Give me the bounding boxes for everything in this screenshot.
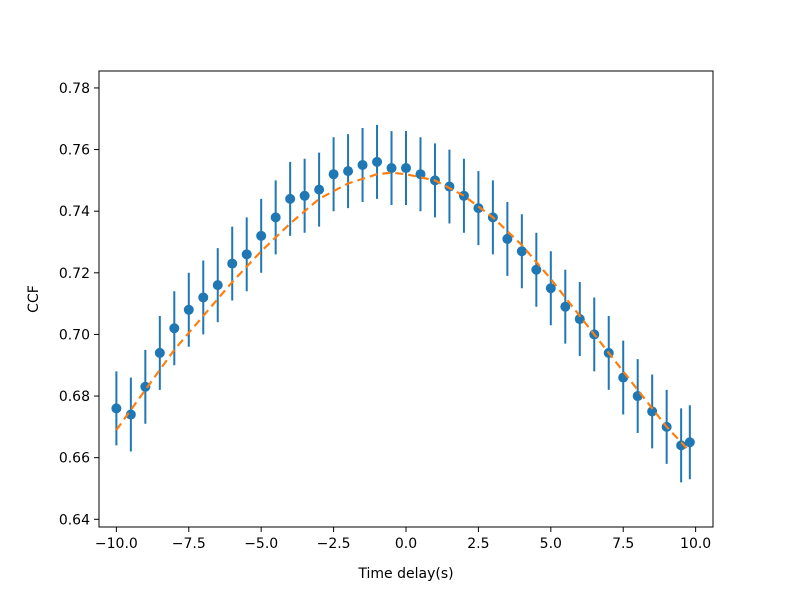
data-point	[125, 409, 136, 420]
data-point-group	[357, 128, 368, 202]
y-tick-label: 0.68	[59, 389, 90, 405]
data-point-group	[545, 251, 556, 326]
y-tick-label: 0.70	[59, 327, 90, 343]
data-point	[285, 193, 296, 204]
data-point-group	[125, 377, 136, 452]
data-point-group	[676, 408, 687, 483]
data-point-group	[299, 158, 310, 233]
data-point	[516, 246, 527, 257]
y-tick-label: 0.76	[59, 143, 90, 159]
data-point	[270, 212, 281, 223]
data-point	[183, 304, 194, 315]
data-point	[684, 437, 695, 448]
data-point	[357, 159, 368, 170]
data-point	[574, 314, 585, 325]
x-tick-label: 0.0	[395, 536, 417, 552]
data-point-group	[285, 161, 296, 236]
data-point	[531, 264, 542, 275]
data-point	[676, 440, 687, 451]
y-tick-label: 0.64	[59, 512, 90, 528]
x-tick-label: 2.5	[467, 536, 489, 552]
data-point-group	[227, 226, 238, 301]
data-point	[227, 258, 238, 269]
x-tick-label: 10.0	[680, 536, 711, 552]
data-point-group	[111, 371, 122, 446]
data-point-group	[401, 131, 411, 206]
data-point	[111, 403, 122, 414]
y-tick-label: 0.72	[59, 266, 90, 282]
data-point-group	[328, 137, 339, 212]
data-point	[502, 233, 513, 244]
data-point	[241, 249, 252, 260]
y-tick-label: 0.74	[59, 204, 90, 220]
data-point	[372, 156, 383, 167]
x-tick-label: 5.0	[540, 536, 562, 552]
fit-curve	[115, 171, 688, 450]
data-point-group	[386, 131, 397, 206]
data-point	[198, 292, 209, 303]
data-point	[140, 381, 151, 392]
x-tick-label: 7.5	[612, 536, 634, 552]
data-point-group	[343, 134, 354, 209]
y-axis-label: CCF	[26, 285, 42, 313]
data-point-group	[212, 248, 223, 323]
data-point	[328, 169, 339, 180]
data-point-group	[531, 232, 542, 307]
data-point	[560, 301, 571, 312]
data-point-group	[169, 291, 180, 366]
data-point	[314, 184, 325, 195]
data-point-group	[241, 217, 252, 292]
data-point	[545, 283, 556, 294]
x-tick-label: −7.5	[172, 536, 206, 552]
data-point-group	[154, 315, 165, 390]
data-point	[343, 166, 354, 177]
x-axis-label: Time delay(s)	[357, 566, 453, 582]
data-point-group	[256, 198, 267, 273]
data-point-group	[314, 152, 325, 227]
axes: −10.0 −7.5 −5.0 −2.5 0.0 2.5 5.0 7.5 10.0 0.64 0.6…	[59, 70, 714, 552]
data-point-group	[502, 201, 513, 276]
plot-content	[111, 124, 695, 483]
data-point-group	[140, 349, 151, 424]
y-tick-label: 0.78	[59, 81, 90, 97]
data-point-group	[647, 374, 658, 449]
x-tick-label: −10.0	[95, 536, 138, 552]
data-point-group	[560, 269, 571, 344]
data-point	[169, 323, 180, 334]
data-point-group	[516, 214, 527, 289]
data-point	[212, 280, 223, 291]
data-point-group	[574, 282, 585, 356]
data-point	[154, 347, 165, 358]
data-point	[647, 406, 658, 417]
y-tick-label: 0.66	[59, 451, 90, 467]
data-point-group	[270, 180, 281, 255]
data-point	[401, 163, 411, 174]
data-point-group	[372, 124, 383, 199]
x-tick-label: −5.0	[244, 536, 278, 552]
data-point	[299, 190, 310, 201]
x-tick-label: −2.5	[317, 536, 351, 552]
data-point	[256, 230, 267, 241]
data-point-group	[198, 260, 209, 335]
data-point-group	[684, 405, 695, 480]
plot-area	[111, 124, 695, 483]
data-point	[473, 203, 484, 214]
data-point-group	[473, 171, 484, 246]
data-point	[386, 163, 397, 174]
